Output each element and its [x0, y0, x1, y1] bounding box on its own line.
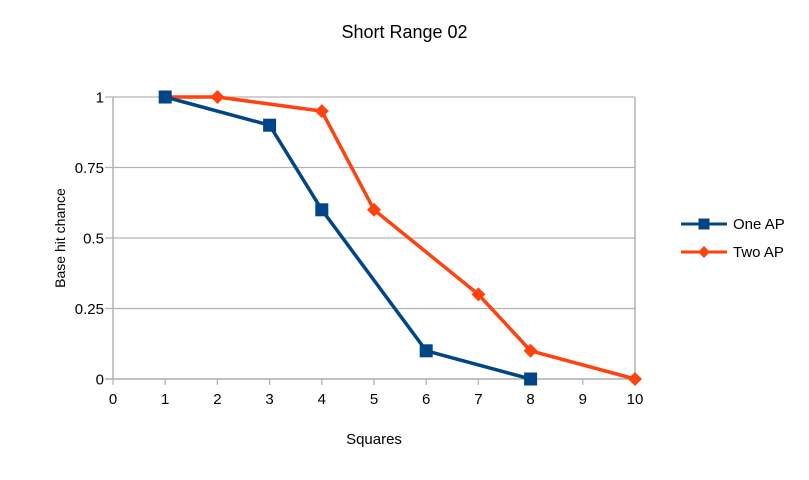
legend-item-one-ap: One AP [681, 210, 785, 238]
square-marker [524, 372, 538, 386]
square-marker [315, 203, 329, 217]
x-tick-label: 1 [161, 391, 169, 408]
legend-label: Two AP [733, 243, 784, 261]
legend-label: One AP [733, 215, 785, 233]
x-tick-label: 2 [213, 391, 221, 408]
square-marker [263, 118, 277, 132]
x-tick-label: 10 [627, 391, 644, 408]
x-tick-label: 3 [265, 391, 273, 408]
y-tick-label: 0.5 [83, 231, 104, 248]
y-tick-label: 0.75 [75, 160, 104, 177]
x-axis-label: Squares [346, 431, 402, 448]
series-one-ap [158, 90, 538, 386]
x-tick-label: 8 [526, 391, 534, 408]
diamond-marker [210, 90, 225, 104]
square-swatch-icon [681, 218, 727, 230]
legend-item-two-ap: Two AP [681, 238, 785, 266]
x-tick-label: 5 [370, 391, 378, 408]
diamond-marker [628, 372, 642, 386]
y-tick-label: 0 [96, 372, 104, 389]
legend: One AP Two AP [681, 210, 785, 266]
x-tick-label: 7 [474, 391, 482, 408]
diamond-marker [471, 287, 486, 302]
diamond-marker [314, 104, 329, 119]
chart-title: Short Range 02 [341, 22, 468, 42]
square-marker [419, 344, 433, 358]
diamond-swatch-icon [681, 246, 727, 258]
x-tick-label: 6 [422, 391, 430, 408]
diamond-marker [523, 343, 538, 358]
x-tick-label: 4 [318, 391, 326, 408]
diamond-marker [367, 202, 381, 217]
y-tick-label: 1 [96, 90, 104, 107]
square-marker [698, 218, 710, 230]
diamond-marker [698, 246, 710, 258]
square-marker [158, 90, 172, 104]
x-tick-label: 9 [579, 391, 587, 408]
x-tick-label: 0 [109, 391, 117, 408]
y-tick-label: 0.25 [75, 301, 104, 318]
